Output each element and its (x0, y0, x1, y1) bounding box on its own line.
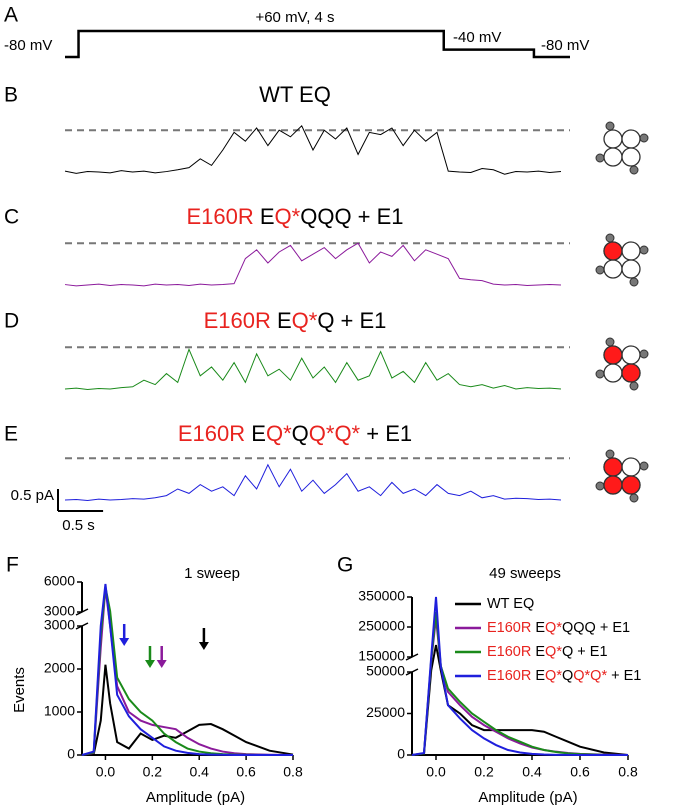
legend-entry-part: E (531, 644, 545, 660)
y-tick-label: 25000 (366, 704, 405, 720)
y-tick-label: 0 (397, 746, 405, 762)
histogram-line (81, 583, 293, 756)
legend-entry-part: Q* (545, 644, 562, 660)
panel-label: B (4, 84, 18, 107)
annotation: -80 mV (541, 37, 589, 54)
panel-subtitle: 49 sweeps (489, 565, 561, 582)
legend-entry-part: E160R (487, 668, 531, 684)
current-trace (64, 242, 562, 287)
subunit-icon (595, 337, 649, 391)
trace-title: WT EQ (259, 82, 331, 107)
arrow-head (144, 660, 155, 668)
x-axis-label: Amplitude (pA) (478, 789, 577, 806)
histogram-line (81, 587, 294, 756)
voltage-protocol (65, 29, 570, 59)
annotation: -80 mV (4, 37, 52, 54)
trace-title-part: Q + E1 (317, 308, 386, 333)
x-tick-label: 0.6 (570, 764, 590, 780)
legend-entry-part: Q* (545, 668, 562, 684)
panel-label: G (337, 554, 353, 577)
panel-subtitle: 1 sweep (184, 565, 240, 582)
legend-entry-part: E (531, 668, 545, 684)
legend-entry-part: Q* (545, 620, 562, 636)
panel-label: C (4, 206, 19, 229)
histogram-line (81, 586, 293, 756)
trace-title-part: Q* (266, 421, 292, 446)
trace-title-part: Q* (275, 204, 301, 229)
x-tick-label: 0.8 (618, 764, 638, 780)
trace-title: E160R EQ*QQQ + E1 (186, 204, 403, 229)
histogram-line (411, 644, 629, 756)
legend-entry-part: QQQ + E1 (562, 620, 630, 636)
y-axis-label: Events (11, 667, 28, 713)
legend-entry-part: Q*Q* (573, 668, 607, 684)
trace-title-part: E (271, 308, 292, 333)
trace-title-part: E (254, 204, 275, 229)
trace-title-part: E160R (186, 204, 253, 229)
legend-entry-part: Q + E1 (562, 644, 608, 660)
x-tick-label: 0.6 (236, 764, 256, 780)
x-axis-label: Amplitude (pA) (146, 789, 245, 806)
subunit-icon (595, 449, 649, 503)
current-trace (64, 463, 562, 501)
histogram-line (411, 611, 629, 756)
legend-entry: E160R EQ*Q + E1 (487, 644, 608, 660)
y-tick-upper-label: 150000 (358, 648, 405, 664)
y-tick-label: 2000 (44, 660, 75, 676)
y-tick-upper-label: 350000 (358, 588, 405, 604)
subunit-icon (595, 121, 649, 175)
x-tick-label: 0.4 (189, 764, 209, 780)
trace-title-part: QQQ + E1 (300, 204, 403, 229)
histogram-line (411, 596, 628, 756)
panel-label: F (6, 554, 19, 577)
legend-entry-part: E160R (487, 644, 531, 660)
legend-entry-part: E (531, 620, 545, 636)
x-tick-label: 0.4 (522, 764, 542, 780)
x-tick-label: 0.8 (283, 764, 303, 780)
scalebar-x-label: 0.5 s (62, 517, 95, 534)
y-tick-label: 1000 (44, 703, 75, 719)
trace-title-part: E160R (178, 421, 245, 446)
y-tick-upper-label: 3000 (44, 603, 75, 619)
y-tick-label: 0 (67, 746, 75, 762)
current-trace (64, 348, 562, 390)
legend-entry: WT EQ (487, 596, 534, 612)
legend-entry-part: + E1 (607, 668, 641, 684)
trace-title: E160R EQ*QQ*Q* + E1 (178, 421, 412, 446)
panel-label: E (4, 423, 18, 446)
x-tick-label: 0.2 (474, 764, 494, 780)
y-tick-label: 3000 (44, 617, 75, 633)
trace-title-part: Q (292, 421, 309, 446)
arrow-head (198, 642, 209, 650)
annotation: -40 mV (453, 29, 501, 46)
trace-title-part: + E1 (360, 421, 412, 446)
arrow-head (156, 660, 167, 668)
scalebar-y-label: 0.5 pA (11, 487, 54, 504)
panel-label: D (4, 310, 19, 333)
panel-label: A (4, 4, 18, 27)
current-trace (64, 124, 562, 175)
arrow-head (119, 638, 130, 646)
trace-title-part: WT EQ (259, 82, 331, 107)
y-tick-upper-label: 250000 (358, 618, 405, 634)
x-tick-label: 0.2 (143, 764, 163, 780)
trace-title-part: Q* (292, 308, 318, 333)
trace-title: E160R EQ*Q + E1 (204, 308, 387, 333)
legend-entry: E160R EQ*QQ*Q* + E1 (487, 668, 641, 684)
legend-entry-part: Q (562, 668, 573, 684)
subunit-icon (595, 233, 649, 287)
histogram-line (81, 664, 294, 756)
x-tick-label: 0.0 (96, 764, 116, 780)
y-tick-upper-label: 6000 (44, 573, 75, 589)
trace-title-part: E (245, 421, 266, 446)
x-tick-label: 0.0 (426, 764, 446, 780)
trace-title-part: Q*Q* (309, 421, 361, 446)
legend-entry-part: WT EQ (487, 596, 534, 612)
annotation: +60 mV, 4 s (255, 9, 334, 26)
legend-entry: E160R EQ*QQQ + E1 (487, 620, 630, 636)
y-tick-label: 50000 (366, 663, 405, 679)
legend-entry-part: E160R (487, 620, 531, 636)
trace-title-part: E160R (204, 308, 271, 333)
